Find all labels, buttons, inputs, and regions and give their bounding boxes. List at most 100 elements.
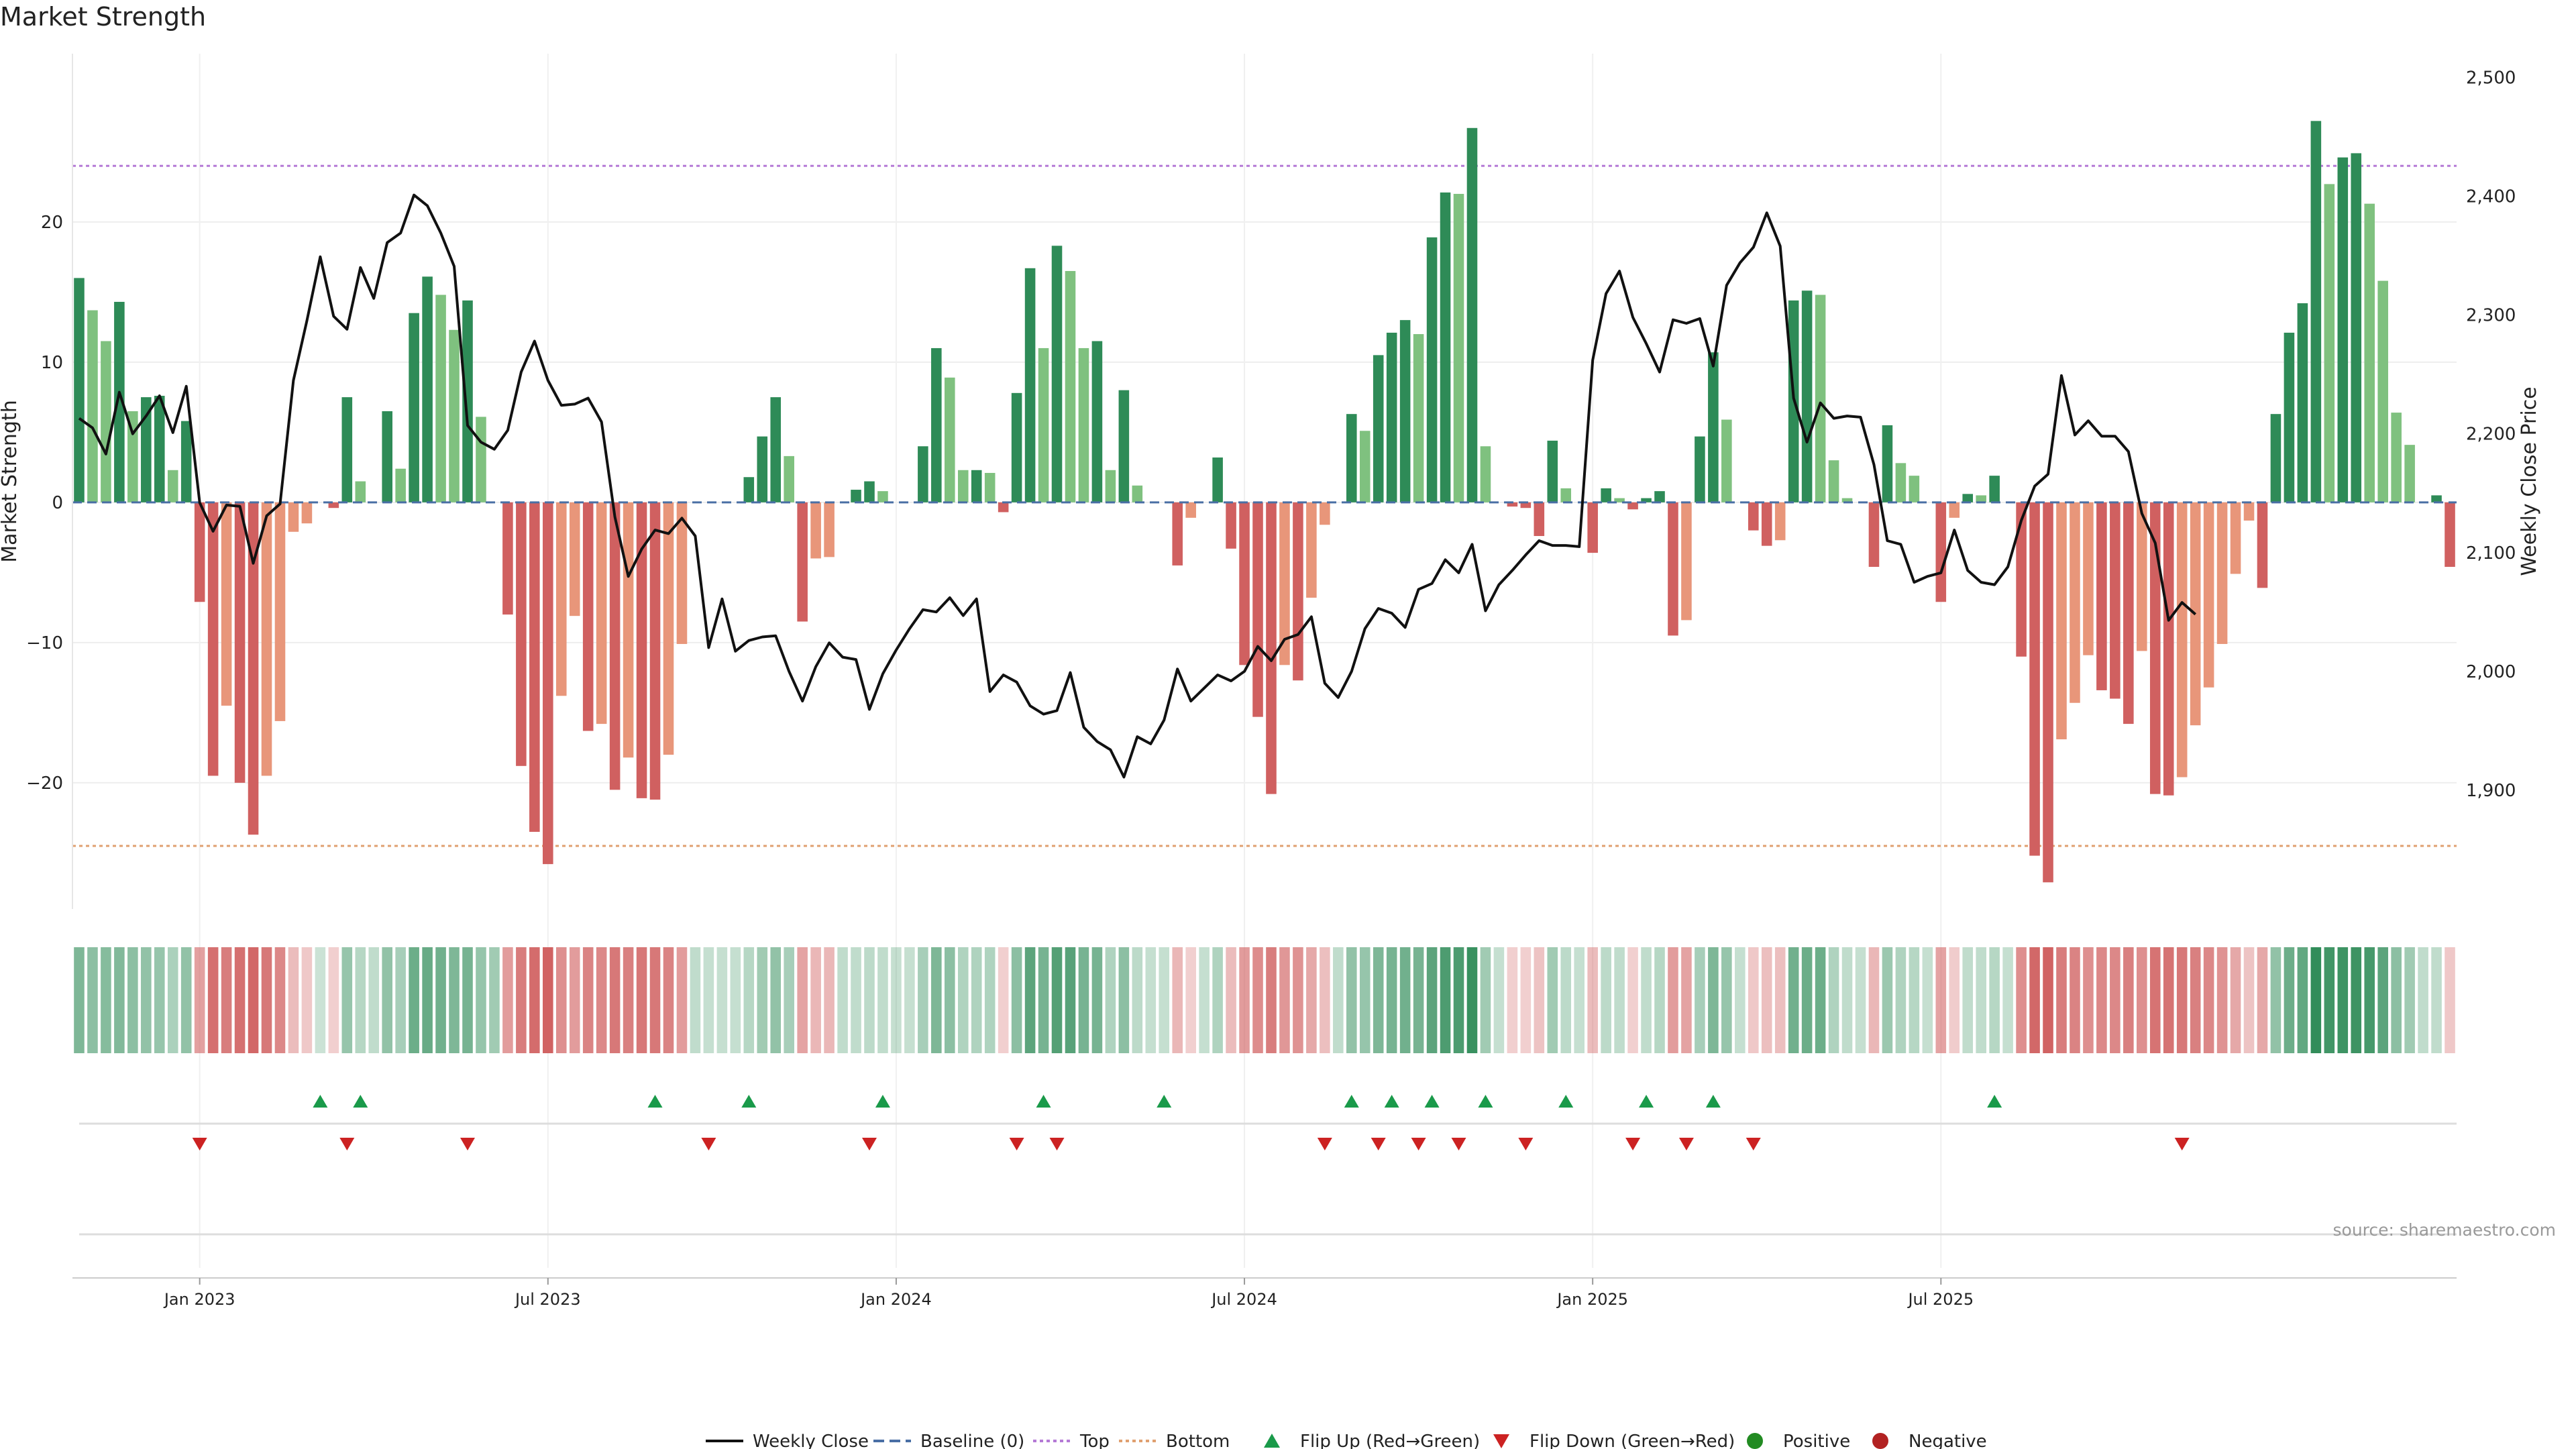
heat-cell [1132, 947, 1143, 1053]
strength-bar [1065, 270, 1076, 502]
strength-bar [864, 481, 875, 502]
heat-cell [1761, 947, 1772, 1053]
heat-cell [1962, 947, 1974, 1053]
heat-cell [945, 947, 955, 1053]
strength-bar [784, 455, 794, 502]
strength-bar [502, 502, 513, 615]
heat-cell [1480, 947, 1491, 1053]
legend-label: Positive [1783, 1432, 1850, 1449]
heat-cell [1520, 947, 1532, 1053]
heat-cell [1279, 947, 1290, 1053]
heat-cell [315, 947, 326, 1053]
strength-bar [248, 502, 259, 835]
legend-item-positive: Positive [1747, 1432, 1850, 1449]
weekly-close-line [78, 193, 2197, 779]
heat-cell [114, 947, 125, 1053]
heat-cell [824, 947, 835, 1053]
y2-tick-label: 2,300 [2466, 306, 2516, 326]
legend-label: Top [1079, 1432, 1110, 1449]
strength-bar [2043, 502, 2053, 883]
heat-cell [2364, 947, 2375, 1053]
strength-bar [1976, 495, 1986, 502]
heat-cell [2002, 947, 2013, 1053]
strength-bar [1118, 390, 1130, 502]
heat-cell [248, 947, 259, 1053]
strength-bar [1266, 502, 1277, 794]
y2-tick-label: 2,200 [2466, 425, 2516, 445]
heat-cell [1989, 947, 2000, 1053]
heat-cell [636, 947, 647, 1053]
heat-cell [2190, 947, 2201, 1053]
strength-bars [74, 121, 2455, 883]
strength-bar [355, 481, 366, 502]
heat-cell [690, 947, 701, 1053]
strength-bar [1346, 414, 1357, 502]
strength-bar [2149, 502, 2161, 794]
heat-cell [1882, 947, 1893, 1053]
heat-cell [730, 947, 741, 1053]
heat-cell [355, 947, 366, 1053]
strength-bar [998, 502, 1009, 513]
heat-cell [141, 947, 152, 1053]
axes-layer: −20 −10 0 10 20 Market Strength 1,900 2,000 2,10… [0, 54, 2541, 909]
heat-cell [784, 947, 794, 1053]
strength-bar [2377, 280, 2388, 502]
flip-up-marker [1558, 1095, 1574, 1108]
legend-label: Baseline (0) [920, 1432, 1024, 1449]
heat-cell [1172, 947, 1183, 1053]
strength-bar [2270, 414, 2282, 502]
heat-cell [1976, 947, 1986, 1053]
heat-cell [1560, 947, 1572, 1053]
flip-down-marker [1451, 1138, 1466, 1150]
heat-cell [851, 947, 861, 1053]
strength-bar [1627, 502, 1638, 510]
heat-cell [1574, 947, 1585, 1053]
heat-cell [194, 947, 205, 1053]
heat-cell [2216, 947, 2228, 1053]
heat-cell [154, 947, 165, 1053]
heat-cell [931, 947, 942, 1053]
legend-item-weekly-close: Weekly Close [706, 1432, 869, 1449]
heat-cell [422, 947, 433, 1053]
y-tick-label: −20 [26, 773, 63, 794]
strength-bar [1681, 502, 1692, 621]
strength-bar [1105, 470, 1116, 502]
heat-cell [127, 947, 138, 1053]
strength-bar [529, 502, 540, 833]
heat-cell [2230, 947, 2241, 1053]
heat-cell [2404, 947, 2415, 1053]
heat-cell [301, 947, 313, 1053]
flip-up-marker [313, 1095, 328, 1108]
legend-item-negative: Negative [1872, 1432, 1987, 1449]
strength-bar [1413, 334, 1424, 502]
heat-strip [74, 947, 2455, 1053]
strength-bar [676, 502, 688, 644]
strength-bar [797, 502, 808, 622]
x-tick-label: Jan 2025 [1556, 1290, 1628, 1309]
heat-cell [2163, 947, 2174, 1053]
heat-cell [476, 947, 486, 1053]
flip-up-marker [741, 1095, 757, 1108]
heat-cell [1011, 947, 1022, 1053]
heat-cell [837, 947, 848, 1053]
heat-cell [382, 947, 392, 1053]
x-tick-label: Jul 2024 [1210, 1290, 1277, 1309]
heat-cell [2324, 947, 2335, 1053]
heat-cell [1614, 947, 1625, 1053]
flip-up-marker [353, 1095, 368, 1108]
strength-bar [1708, 352, 1719, 502]
strength-bar [395, 468, 406, 502]
heat-cell [770, 947, 782, 1053]
strength-bar [1373, 355, 1384, 502]
heat-cell [1828, 947, 1839, 1053]
flip-up-marker [1157, 1095, 1172, 1108]
heat-cell [582, 947, 594, 1053]
flip-down-marker [701, 1138, 716, 1150]
heat-cell [502, 947, 513, 1053]
strength-bar [1038, 347, 1049, 502]
strength-bar [957, 470, 969, 502]
flip-up-marker [1705, 1095, 1721, 1108]
heat-cell [1078, 947, 1089, 1053]
flip-up-marker [647, 1095, 663, 1108]
strength-bar [1841, 498, 1853, 502]
